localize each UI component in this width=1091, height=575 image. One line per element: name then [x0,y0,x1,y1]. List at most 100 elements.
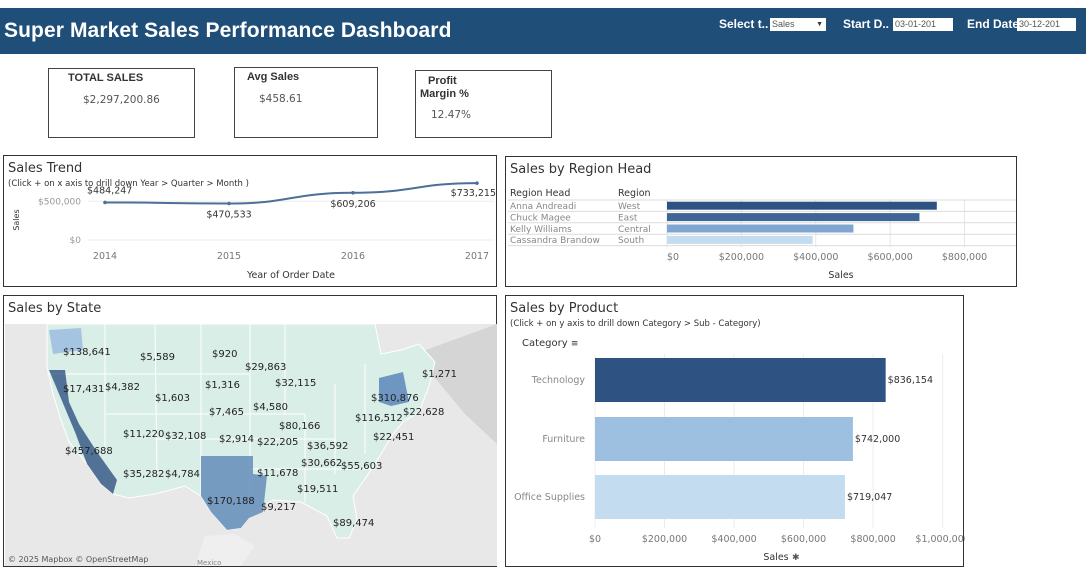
sales-by-state-panel: Sales by State $138,641 $5,589 $920 $29,863… [3,295,497,567]
trend-ylabel: Sales [12,209,21,230]
region-head-panel: Sales by Region Head Region Head Region An… [505,156,1017,287]
state-sales-label: $35,282 [123,469,164,480]
state-sales-label: $457,688 [65,446,113,457]
region-bar[interactable] [667,224,854,233]
start-date-label: Start D.. [843,17,890,31]
region-col-header-region: Region [618,188,651,199]
trend-data-label: $609,206 [330,199,375,210]
state-sales-label: $22,451 [373,432,414,443]
sales-by-product-panel: Sales by Product (Click + on y axis to d… [505,295,965,568]
end-date-label: End Date [967,17,1020,31]
region-bar[interactable] [667,201,937,210]
product-bar[interactable] [595,417,853,461]
trend-point[interactable] [475,181,479,185]
state-sales-label: $1,603 [155,393,190,404]
trend-xtick-label: 2017 [465,251,489,262]
state-sales-label: $32,115 [275,378,316,389]
region-head-name: Chuck Magee [510,213,571,223]
state-sales-label: $29,863 [245,362,286,373]
product-category-label[interactable]: Furniture [542,434,585,445]
product-xtick-label: $600,000 [781,534,826,545]
region-head-name: Kelly Williams [510,225,572,235]
region-name: West [618,202,641,212]
region-head-chart[interactable]: Region Head Region Anna Andreadi West Chuck … [506,157,1018,288]
us-state-map[interactable]: $138,641 $5,589 $920$29,863$1,271$17,431 $4… [5,324,497,566]
kpi-profit-margin-label-2: Margin % [420,88,469,100]
trend-point[interactable] [351,190,355,195]
sales-trend-title: Sales Trend [8,161,83,176]
kpi-avg-sales-value: $458.61 [259,93,303,105]
state-sales-label: $1,316 [205,380,240,391]
trend-point[interactable] [227,201,231,206]
category-header[interactable]: Category ≡ [522,338,578,349]
sales-trend-chart[interactable]: $0 $500,000 Sales $484,247 2014 $470,533 2015 $… [4,156,498,288]
kpi-avg-sales: Avg Sales $458.61 [234,67,378,138]
kpi-profit-margin-value: 12.47% [431,109,472,121]
sales-by-product-subtitle: (Click + on y axis to drill down Categor… [510,319,761,329]
state-sales-label: $310,876 [371,393,419,404]
state-sales-label: $36,592 [307,441,348,452]
product-category-label[interactable]: Technology [531,375,586,386]
state-sales-label: $9,217 [261,502,296,513]
product-data-label: $719,047 [847,492,892,503]
trend-xtick-label: 2014 [93,251,117,262]
select-type-dropdown[interactable]: Sales ▼ [770,18,826,31]
state-sales-label: $4,784 [165,469,200,480]
chevron-down-icon: ▼ [816,21,823,28]
product-xtick-label: $400,000 [711,534,756,545]
select-type-label: Select t.. [719,17,769,31]
kpi-avg-sales-label: Avg Sales [247,71,300,83]
region-head-title: Sales by Region Head [510,162,652,177]
product-category-label[interactable]: Office Supplies [514,492,585,503]
region-xtick-label: $800,000 [942,252,987,263]
kpi-profit-margin-label-1: Profit [428,75,457,87]
state-sales-label: $22,628 [403,407,444,418]
state-sales-label: $1,271 [422,369,457,380]
state-sales-label: $138,641 [63,347,111,358]
pin-icon: ✱ [792,553,800,563]
state-sales-label: $116,512 [355,413,403,424]
sort-icon: ≡ [570,339,579,349]
start-date-input[interactable]: 03-01-201 [893,18,953,31]
state-sales-label: $11,678 [257,468,298,479]
us-landmass [46,324,436,539]
state-sales-label: $920 [212,349,237,360]
kpi-profit-margin: Profit Margin % 12.47% [415,70,552,138]
sales-by-product-chart[interactable]: Technology $836,154 Furniture $742,000 Offic… [506,296,965,568]
state-washington[interactable] [49,328,83,354]
trend-data-label: $470,533 [206,210,251,221]
state-sales-label: $5,589 [140,352,175,363]
trend-xtick-label: 2016 [341,251,365,262]
product-bar[interactable] [595,358,886,402]
state-texas[interactable] [201,456,267,530]
product-xtick-label: $0 [589,534,601,545]
product-xtick-label: $200,000 [642,534,687,545]
trend-point[interactable] [103,200,107,205]
region-head-name: Cassandra Brandow [510,236,600,246]
state-sales-label: $55,603 [341,461,382,472]
trend-xlabel: Year of Order Date [246,270,335,281]
state-sales-label: $170,188 [207,496,255,507]
sales-trend-subtitle: (Click + on x axis to drill down Year > … [8,179,249,189]
region-bar[interactable] [667,213,920,222]
category-header-label: Category [522,338,568,349]
state-sales-label: $80,166 [279,421,320,432]
product-bar[interactable] [595,475,845,519]
region-xlabel: Sales [828,270,853,281]
state-california[interactable] [49,370,117,494]
map-attribution: © 2025 Mapbox © OpenStreetMap [8,555,149,564]
trend-data-label: $733,215 [451,188,496,199]
product-data-label: $836,154 [888,375,933,386]
region-bar[interactable] [667,235,813,244]
trend-ytick-label: $500,000 [38,197,81,207]
state-new-york[interactable] [379,372,409,406]
state-border [154,324,158,475]
select-type-value: Sales [772,19,795,29]
kpi-total-sales-label: TOTAL SALES [68,72,144,84]
end-date-input[interactable]: 30-12-201 [1017,18,1076,31]
product-xtick-label: $800,000 [850,534,895,545]
mexico-area [195,534,255,566]
region-name: South [618,236,644,246]
trend-xtick-label: 2015 [217,251,241,262]
product-xlabel: Sales [763,552,788,563]
